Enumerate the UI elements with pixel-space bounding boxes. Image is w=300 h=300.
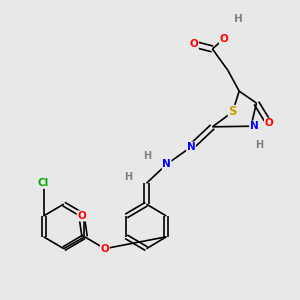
Text: H: H <box>124 172 132 182</box>
Text: O: O <box>190 39 198 49</box>
Text: N: N <box>250 121 258 131</box>
Text: Cl: Cl <box>38 178 49 188</box>
Text: N: N <box>162 159 171 169</box>
Text: H: H <box>255 140 263 150</box>
Text: N: N <box>187 142 195 152</box>
Text: H: H <box>234 14 243 24</box>
Text: S: S <box>228 106 237 118</box>
Text: O: O <box>219 34 228 44</box>
Text: O: O <box>265 118 273 128</box>
Text: O: O <box>100 244 109 254</box>
Text: H: H <box>143 151 151 161</box>
Text: O: O <box>77 211 86 221</box>
